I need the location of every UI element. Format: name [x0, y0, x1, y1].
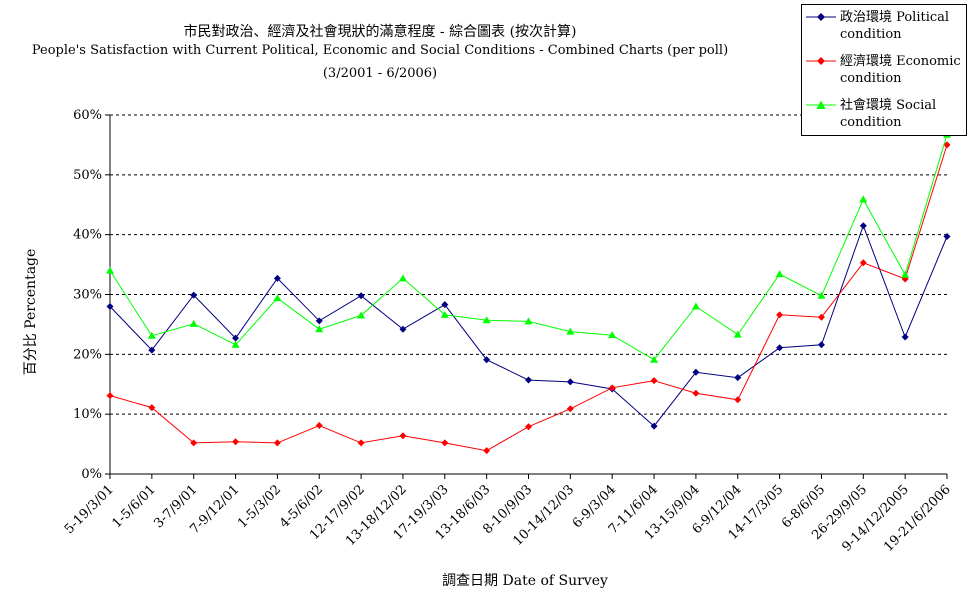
data-point-economic [357, 439, 365, 447]
data-point-social [440, 310, 449, 318]
data-point-social [608, 331, 617, 339]
data-point-social [189, 319, 198, 327]
data-point-social [566, 327, 575, 335]
data-point-political [273, 274, 281, 282]
data-point-political [232, 334, 240, 342]
data-point-social [691, 302, 700, 310]
legend-item-social: 社會環境 Social condition [806, 97, 966, 137]
data-point-political [943, 232, 951, 240]
data-point-economic [734, 396, 742, 404]
data-point-economic [566, 405, 574, 413]
y-tick-label: 10% [73, 407, 102, 422]
chart-subtitle: People's Satisfaction with Current Polit… [31, 43, 729, 58]
data-point-political [399, 325, 407, 333]
data-point-political [315, 317, 323, 325]
axes [105, 114, 948, 479]
data-point-social [775, 270, 784, 278]
data-point-social [315, 325, 324, 333]
data-point-political [859, 222, 867, 230]
legend-economic-swatch-icon [806, 57, 836, 65]
x-tick-label: 5-19/3/01 [62, 482, 117, 537]
legend-political-swatch-icon [806, 13, 836, 21]
data-point-political [357, 292, 365, 300]
x-tick-label: 1-5/6/01 [110, 482, 159, 531]
data-point-economic [148, 404, 156, 412]
data-point-economic [483, 447, 491, 455]
data-point-political [148, 346, 156, 354]
data-point-social [482, 316, 491, 324]
data-point-social [733, 330, 742, 338]
data-point-social [524, 317, 533, 325]
data-point-political [190, 291, 198, 299]
series-line-social [109, 134, 948, 361]
data-point-social [273, 294, 282, 302]
data-point-political [650, 422, 658, 430]
data-point-economic [608, 384, 616, 392]
data-point-social [859, 195, 868, 203]
chart-title: 市民對政治、經濟及社會現狀的滿意程度 - 綜合圖表 (按次計算) [183, 24, 577, 40]
y-tick-label: 20% [73, 347, 102, 362]
legend-item-political: 政治環境 Political condition [806, 9, 966, 49]
data-point-economic [190, 439, 198, 447]
data-point-economic [943, 141, 951, 149]
legend-label-economic: 經濟環境 Economic condition [840, 54, 961, 86]
data-point-social [901, 270, 910, 278]
series-line-political [109, 224, 948, 427]
y-tick-label: 60% [73, 108, 102, 123]
data-point-economic [315, 422, 323, 430]
data-point-economic [399, 432, 407, 440]
data-point-political [106, 302, 114, 310]
data-point-economic [692, 389, 700, 397]
data-point-economic [817, 313, 825, 321]
x-tick-label: 1-5/3/02 [235, 482, 284, 531]
data-point-social [398, 274, 407, 282]
chart-date-range: (3/2001 - 6/2006) [322, 66, 438, 81]
y-tick-label: 50% [73, 168, 102, 183]
data-point-social [650, 355, 659, 363]
y-tick-labels: 0% 10% 20% 30% 40% 50% 60% [73, 108, 102, 482]
data-point-social [357, 311, 366, 319]
data-point-economic [525, 423, 532, 431]
data-point-social [231, 340, 240, 348]
data-point-economic [650, 377, 658, 385]
data-point-economic [106, 392, 114, 400]
y-axis-label: 百分比 Percentage [23, 248, 39, 376]
data-point-political [776, 344, 784, 352]
data-point-political [566, 378, 574, 386]
data-point-economic [776, 311, 784, 319]
data-point-economic [859, 259, 867, 267]
data-point-economic [441, 439, 449, 447]
data-point-political [483, 356, 491, 364]
data-point-political [901, 333, 909, 341]
data-point-political [525, 376, 532, 384]
legend: 政治環境 Political condition 經濟環境 Economic c… [801, 4, 967, 136]
y-tick-label: 30% [73, 288, 102, 303]
data-point-political [734, 374, 742, 382]
legend-item-economic: 經濟環境 Economic condition [806, 53, 966, 93]
legend-social-swatch-icon [806, 100, 836, 109]
x-axis-label: 調查日期 Date of Survey [442, 573, 608, 589]
x-tick-labels: 5-19/3/011-5/6/013-7/9/017-9/12/011-5/3/… [62, 482, 954, 555]
series-lines [106, 130, 951, 455]
data-point-political [692, 368, 700, 376]
data-point-economic [273, 439, 281, 447]
data-point-political [817, 341, 825, 349]
data-point-social [106, 266, 114, 274]
legend-label-social: 社會環境 Social condition [840, 98, 937, 130]
data-point-political [441, 301, 449, 309]
gridlines [110, 114, 947, 415]
data-point-social [147, 331, 156, 339]
data-point-social [817, 291, 826, 299]
data-point-economic [232, 438, 240, 446]
legend-label-political: 政治環境 Political condition [840, 10, 950, 42]
y-tick-label: 0% [81, 467, 102, 482]
y-tick-label: 40% [73, 228, 102, 243]
